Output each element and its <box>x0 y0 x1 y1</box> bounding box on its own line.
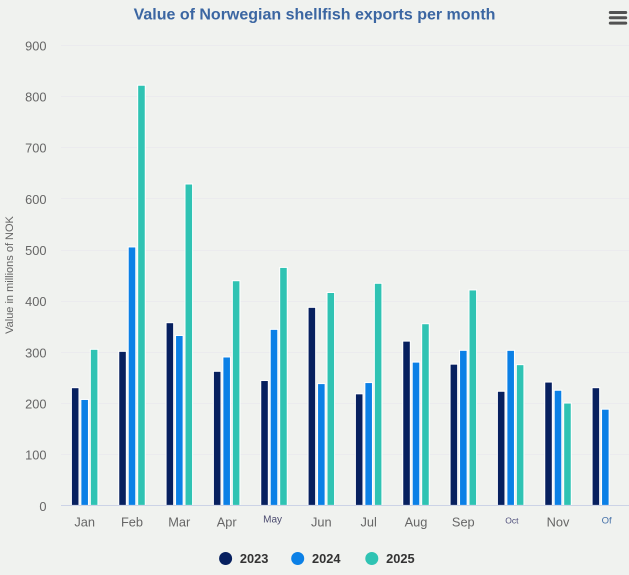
svg-text:Sep: Sep <box>452 515 475 530</box>
svg-text:700: 700 <box>25 141 46 156</box>
svg-text:Apr: Apr <box>217 515 238 530</box>
svg-text:Mar: Mar <box>168 515 191 530</box>
svg-text:Of: Of <box>602 515 612 526</box>
svg-text:400: 400 <box>25 294 46 309</box>
svg-text:May: May <box>263 515 282 526</box>
svg-text:Value in millions of NOK: Value in millions of NOK <box>4 215 16 333</box>
svg-text:Nov: Nov <box>547 515 570 530</box>
svg-text:Value of Norwegian shellfish e: Value of Norwegian shellfish exports per… <box>134 7 496 24</box>
svg-text:800: 800 <box>25 90 46 105</box>
svg-text:300: 300 <box>25 345 46 360</box>
svg-text:200: 200 <box>25 397 46 412</box>
svg-text:Oct: Oct <box>505 515 519 525</box>
svg-text:900: 900 <box>25 38 46 53</box>
svg-text:100: 100 <box>25 448 46 463</box>
svg-text:0: 0 <box>39 499 46 514</box>
svg-text:2025: 2025 <box>386 551 414 566</box>
svg-text:Aug: Aug <box>405 515 428 530</box>
svg-text:Jun: Jun <box>311 515 332 530</box>
svg-text:500: 500 <box>25 243 46 258</box>
svg-text:2023: 2023 <box>240 551 268 566</box>
svg-text:Feb: Feb <box>121 515 143 530</box>
svg-text:600: 600 <box>25 192 46 207</box>
svg-text:2024: 2024 <box>312 551 341 566</box>
svg-text:Jul: Jul <box>361 515 377 530</box>
svg-text:Jan: Jan <box>74 515 95 530</box>
